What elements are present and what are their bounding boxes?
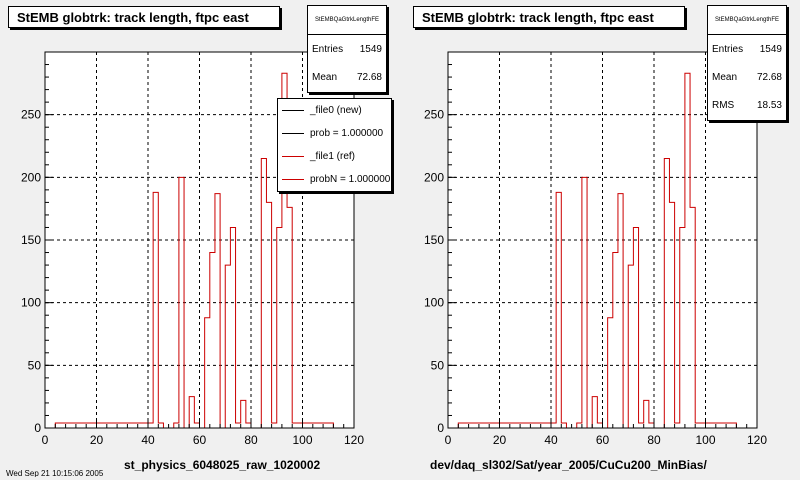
legend-entry: _file0 (new): [278, 99, 391, 122]
y-tick-label: 200: [424, 170, 444, 184]
x-tick-label: 0: [445, 433, 452, 447]
legend-line: [282, 133, 304, 134]
y-tick-label: 50: [431, 358, 445, 372]
x-tick-label: 80: [244, 433, 258, 447]
x-tick-label: 40: [141, 433, 155, 447]
legend-entry: prob = 1.000000: [278, 122, 391, 145]
panel-1-title: StEMB globtrk: track length, ftpc east: [8, 6, 280, 28]
panel-1-legend: _file0 (new) prob = 1.000000 _file1 (ref…: [277, 98, 392, 192]
stats-name: StEMBQaGtrkLengthFE: [308, 6, 386, 35]
stats-row-mean: Mean 72.68: [312, 71, 382, 83]
y-tick-label: 50: [28, 358, 42, 372]
y-tick-label: 150: [21, 233, 41, 247]
panel-1-x-axis-title: st_physics_6048025_raw_1020002: [124, 458, 321, 472]
y-tick-label: 100: [21, 296, 41, 310]
y-tick-label: 150: [424, 233, 444, 247]
x-tick-label: 40: [544, 433, 558, 447]
panel-2-title: StEMB globtrk: track length, ftpc east: [413, 6, 685, 28]
stats-row-entries: Entries 1549: [312, 43, 382, 55]
stats-row-mean: Mean 72.68: [712, 71, 782, 83]
x-tick-label: 120: [344, 433, 364, 447]
legend-line: [282, 179, 304, 180]
legend-line: [282, 156, 304, 157]
legend-entry: probN = 1.000000: [278, 168, 391, 191]
x-tick-label: 100: [292, 433, 312, 447]
x-tick-label: 0: [42, 433, 49, 447]
y-tick-label: 250: [424, 108, 444, 122]
panel-2-x-axis-title: dev/daq_sl302/Sat/year_2005/CuCu200_MinB…: [430, 458, 707, 472]
legend-entry: _file1 (ref): [278, 145, 391, 168]
panel-1-histogram-series: [45, 72, 354, 429]
timestamp-footer: Wed Sep 21 10:15:06 2005: [6, 469, 104, 477]
legend-line: [282, 110, 304, 111]
panel-2-stats-box: StEMBQaGtrkLengthFE Entries 1549 Mean 72.6…: [707, 5, 787, 121]
y-tick-label: 200: [21, 170, 41, 184]
x-tick-label: 100: [695, 433, 715, 447]
y-tick-label: 0: [437, 421, 444, 435]
x-tick-label: 60: [596, 433, 610, 447]
panel-2-histogram-series: [448, 72, 757, 429]
stats-row-rms: RMS 18.53: [712, 99, 782, 111]
panel-1-stats-box: StEMBQaGtrkLengthFE Entries 1549 Mean 72.6…: [307, 5, 387, 93]
y-tick-label: 250: [21, 108, 41, 122]
y-tick-label: 100: [424, 296, 444, 310]
x-tick-label: 80: [647, 433, 661, 447]
y-tick-label: 0: [34, 421, 41, 435]
x-tick-label: 20: [90, 433, 104, 447]
x-tick-label: 20: [493, 433, 507, 447]
x-tick-label: 120: [747, 433, 767, 447]
stats-row-entries: Entries 1549: [712, 43, 782, 55]
x-tick-label: 60: [193, 433, 207, 447]
stats-name: StEMBQaGtrkLengthFE: [708, 6, 786, 35]
